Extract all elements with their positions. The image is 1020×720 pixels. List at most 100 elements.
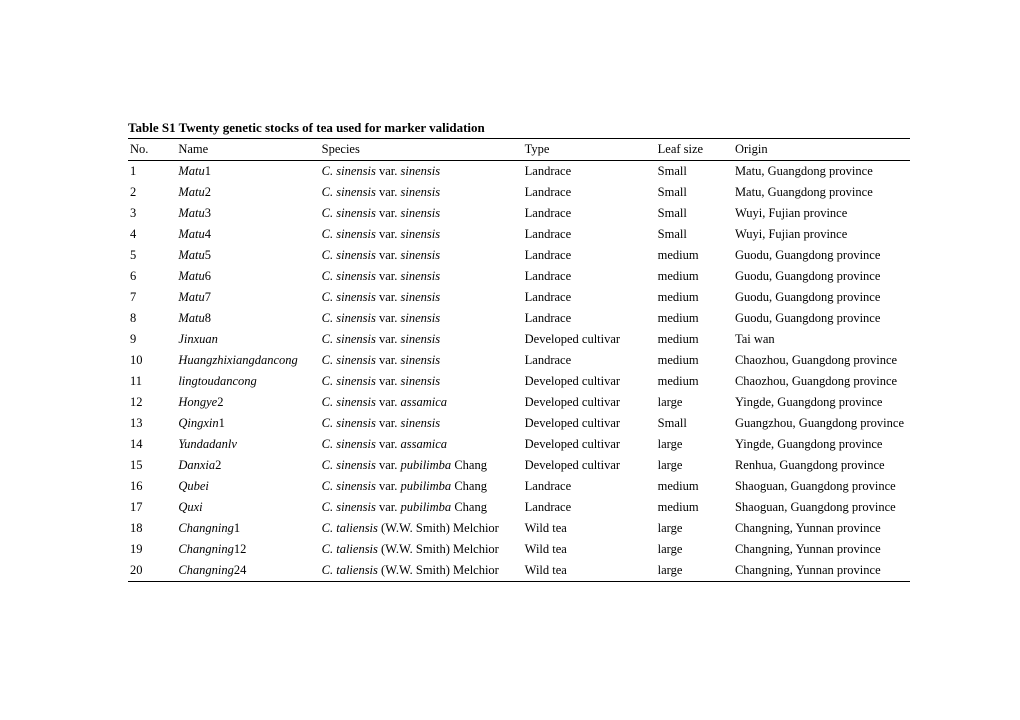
cell-name: Changning1 [176, 518, 319, 539]
cell-leaf: Small [656, 224, 733, 245]
cell-origin: Yingde, Guangdong province [733, 434, 910, 455]
cell-type: Developed cultivar [523, 413, 656, 434]
cell-species: C. sinensis var. pubilimba Chang [320, 455, 523, 476]
col-header-species: Species [320, 139, 523, 161]
cell-type: Landrace [523, 476, 656, 497]
cell-name: Matu4 [176, 224, 319, 245]
cell-leaf: medium [656, 287, 733, 308]
cell-type: Landrace [523, 308, 656, 329]
cell-leaf: large [656, 455, 733, 476]
cell-type: Developed cultivar [523, 371, 656, 392]
table-row: 20Changning24C. taliensis (W.W. Smith) M… [128, 560, 910, 582]
table-row: 12Hongye2C. sinensis var. assamicaDevelo… [128, 392, 910, 413]
table-row: 9JinxuanC. sinensis var. sinensisDevelop… [128, 329, 910, 350]
cell-species: C. sinensis var. sinensis [320, 161, 523, 183]
cell-leaf: medium [656, 371, 733, 392]
cell-leaf: large [656, 434, 733, 455]
cell-origin: Guodu, Guangdong province [733, 308, 910, 329]
cell-type: Landrace [523, 287, 656, 308]
cell-species: C. sinensis var. sinensis [320, 182, 523, 203]
table-header-row: No. Name Species Type Leaf size Origin [128, 139, 910, 161]
cell-leaf: medium [656, 476, 733, 497]
cell-name: Matu2 [176, 182, 319, 203]
cell-origin: Chaozhou, Guangdong province [733, 371, 910, 392]
cell-leaf: large [656, 539, 733, 560]
cell-leaf: medium [656, 350, 733, 371]
cell-type: Developed cultivar [523, 455, 656, 476]
cell-origin: Matu, Guangdong province [733, 161, 910, 183]
cell-leaf: medium [656, 497, 733, 518]
cell-leaf: Small [656, 203, 733, 224]
cell-name: lingtoudancong [176, 371, 319, 392]
stocks-table: No. Name Species Type Leaf size Origin 1… [128, 138, 910, 582]
cell-species: C. sinensis var. sinensis [320, 329, 523, 350]
cell-no: 4 [128, 224, 176, 245]
cell-type: Landrace [523, 266, 656, 287]
table-row: 15Danxia2C. sinensis var. pubilimba Chan… [128, 455, 910, 476]
cell-origin: Renhua, Guangdong province [733, 455, 910, 476]
cell-name: Matu8 [176, 308, 319, 329]
cell-origin: Guodu, Guangdong province [733, 287, 910, 308]
cell-no: 17 [128, 497, 176, 518]
page-container: Table S1 Twenty genetic stocks of tea us… [0, 0, 1020, 582]
cell-name: Qingxin1 [176, 413, 319, 434]
table-row: 4Matu4C. sinensis var. sinensisLandraceS… [128, 224, 910, 245]
table-row: 18Changning1C. taliensis (W.W. Smith) Me… [128, 518, 910, 539]
cell-no: 5 [128, 245, 176, 266]
cell-type: Wild tea [523, 539, 656, 560]
cell-species: C. sinensis var. assamica [320, 392, 523, 413]
cell-leaf: large [656, 392, 733, 413]
cell-type: Developed cultivar [523, 434, 656, 455]
cell-leaf: medium [656, 245, 733, 266]
cell-type: Landrace [523, 203, 656, 224]
cell-no: 14 [128, 434, 176, 455]
table-row: 5Matu5C. sinensis var. sinensisLandracem… [128, 245, 910, 266]
cell-no: 7 [128, 287, 176, 308]
col-header-name: Name [176, 139, 319, 161]
cell-leaf: medium [656, 266, 733, 287]
cell-species: C. sinensis var. sinensis [320, 350, 523, 371]
cell-leaf: Small [656, 161, 733, 183]
cell-name: Matu6 [176, 266, 319, 287]
cell-type: Developed cultivar [523, 329, 656, 350]
cell-no: 12 [128, 392, 176, 413]
cell-species: C. sinensis var. sinensis [320, 245, 523, 266]
cell-origin: Shaoguan, Guangdong province [733, 476, 910, 497]
cell-name: Changning24 [176, 560, 319, 582]
cell-species: C. sinensis var. sinensis [320, 371, 523, 392]
table-caption: Table S1 Twenty genetic stocks of tea us… [128, 120, 910, 136]
cell-name: Huangzhixiangdancong [176, 350, 319, 371]
cell-type: Landrace [523, 161, 656, 183]
cell-origin: Guodu, Guangdong province [733, 266, 910, 287]
cell-species: C. sinensis var. sinensis [320, 203, 523, 224]
cell-origin: Changning, Yunnan province [733, 560, 910, 582]
cell-type: Developed cultivar [523, 392, 656, 413]
cell-origin: Guangzhou, Guangdong province [733, 413, 910, 434]
table-row: 1Matu1C. sinensis var. sinensisLandraceS… [128, 161, 910, 183]
cell-no: 3 [128, 203, 176, 224]
cell-no: 1 [128, 161, 176, 183]
table-row: 2Matu2C. sinensis var. sinensisLandraceS… [128, 182, 910, 203]
table-row: 10HuangzhixiangdancongC. sinensis var. s… [128, 350, 910, 371]
cell-species: C. taliensis (W.W. Smith) Melchior [320, 560, 523, 582]
table-row: 16QubeiC. sinensis var. pubilimba ChangL… [128, 476, 910, 497]
cell-name: Matu5 [176, 245, 319, 266]
cell-no: 13 [128, 413, 176, 434]
cell-origin: Changning, Yunnan province [733, 518, 910, 539]
cell-species: C. taliensis (W.W. Smith) Melchior [320, 539, 523, 560]
cell-name: Quxi [176, 497, 319, 518]
cell-no: 10 [128, 350, 176, 371]
cell-no: 11 [128, 371, 176, 392]
cell-species: C. sinensis var. assamica [320, 434, 523, 455]
cell-species: C. sinensis var. sinensis [320, 266, 523, 287]
cell-origin: Matu, Guangdong province [733, 182, 910, 203]
cell-no: 20 [128, 560, 176, 582]
cell-type: Wild tea [523, 560, 656, 582]
table-row: 13Qingxin1C. sinensis var. sinensisDevel… [128, 413, 910, 434]
cell-leaf: medium [656, 308, 733, 329]
cell-origin: Wuyi, Fujian province [733, 224, 910, 245]
cell-type: Landrace [523, 245, 656, 266]
cell-origin: Guodu, Guangdong province [733, 245, 910, 266]
cell-species: C. sinensis var. pubilimba Chang [320, 497, 523, 518]
cell-name: Matu3 [176, 203, 319, 224]
